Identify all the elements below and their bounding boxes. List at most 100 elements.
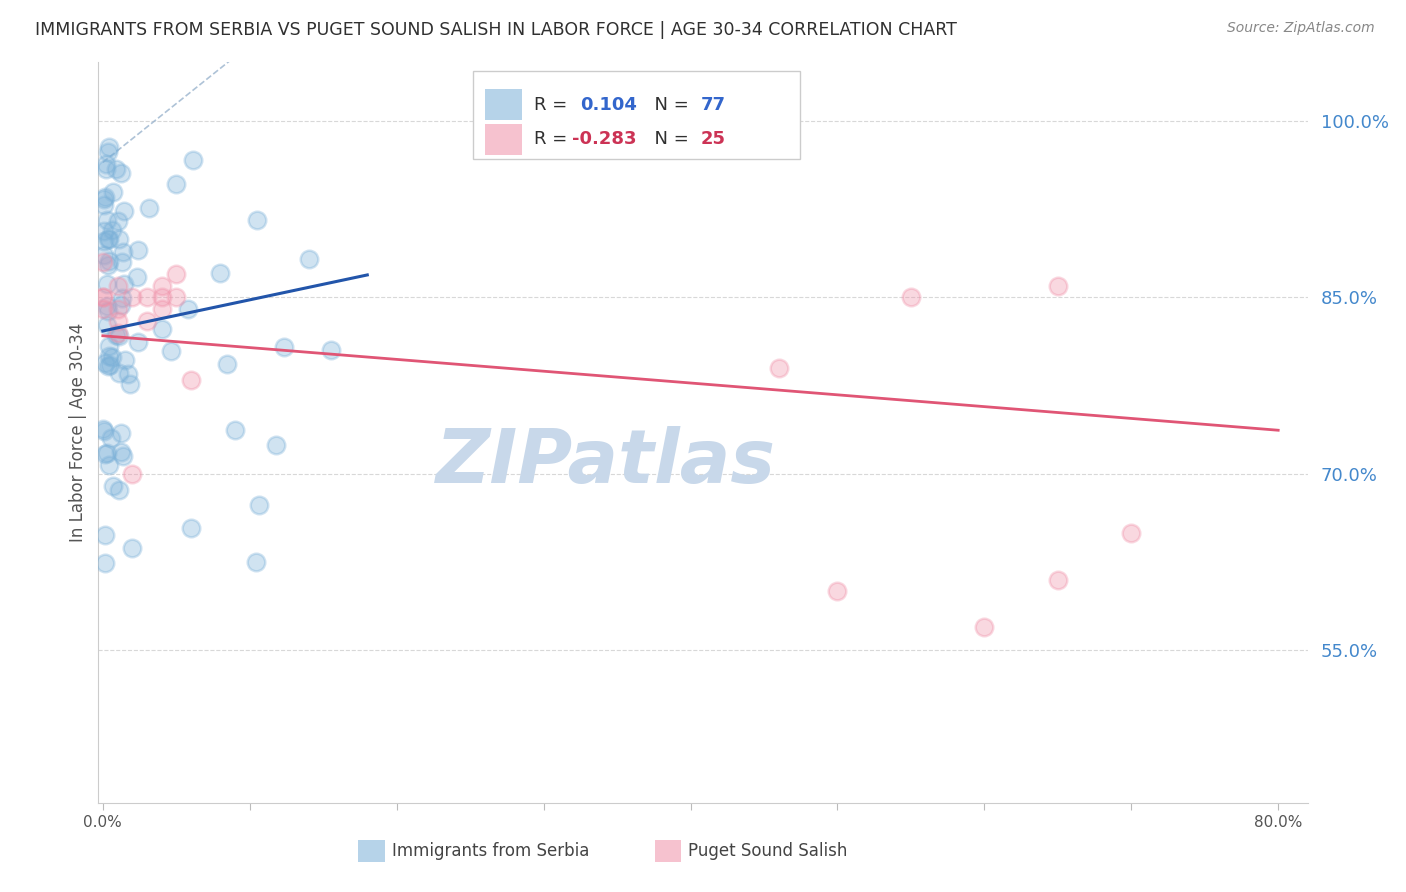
Point (91, 290, 114, 304)
Point (94, 157, 117, 171)
Point (208, 266, 231, 280)
Text: N =: N = (643, 130, 695, 148)
Point (150, 290, 173, 304)
Point (93, 192, 115, 206)
Point (97, 349, 120, 363)
Point (127, 269, 149, 284)
Point (101, 479, 124, 493)
Point (93, 224, 115, 238)
Point (900, 290, 922, 304)
Text: Puget Sound Salish: Puget Sound Salish (689, 842, 848, 860)
Point (96, 161, 118, 176)
Point (96, 318, 118, 333)
Point (93, 248, 115, 262)
Point (112, 277, 135, 292)
Point (94, 190, 117, 204)
Text: ZIPatlas: ZIPatlas (436, 425, 776, 499)
Point (91, 290, 114, 304)
Point (150, 302, 173, 317)
Point (165, 290, 187, 304)
Point (94, 356, 117, 370)
Point (973, 619, 995, 633)
Point (117, 367, 139, 381)
Point (110, 426, 132, 441)
Text: Source: ZipAtlas.com: Source: ZipAtlas.com (1227, 21, 1375, 36)
Text: N =: N = (643, 95, 695, 113)
Point (135, 290, 157, 304)
Point (112, 450, 135, 464)
Bar (655, 840, 682, 862)
Point (96, 446, 118, 460)
Point (97, 232, 120, 246)
Point (97, 304, 120, 318)
Point (165, 267, 187, 281)
Text: R =: R = (534, 130, 572, 148)
Point (1046, 278, 1069, 293)
Point (138, 202, 160, 216)
Point (121, 290, 143, 304)
Point (97, 458, 120, 472)
Point (183, 153, 205, 168)
Point (93, 447, 115, 461)
Point (224, 423, 246, 437)
Point (180, 373, 202, 387)
Point (93, 424, 115, 438)
Point (111, 244, 134, 259)
Point (246, 212, 269, 227)
Point (93, 198, 115, 212)
Point (245, 555, 267, 569)
Point (98, 359, 121, 373)
Point (107, 278, 129, 293)
Point (93, 234, 115, 248)
Point (247, 498, 270, 512)
Point (110, 166, 132, 180)
Point (97, 359, 120, 373)
Point (160, 343, 183, 358)
Point (96, 299, 118, 313)
Point (107, 302, 129, 317)
Point (104, 328, 127, 343)
Point (98, 140, 121, 154)
Text: 0.104: 0.104 (579, 95, 637, 113)
Point (107, 329, 129, 343)
Point (112, 204, 135, 219)
Point (110, 445, 132, 459)
Point (110, 298, 132, 312)
Point (127, 243, 149, 257)
Point (91, 255, 114, 269)
Point (297, 252, 319, 266)
Point (96, 145, 118, 159)
FancyBboxPatch shape (474, 71, 800, 159)
Point (150, 322, 173, 336)
Point (94, 556, 117, 570)
Point (165, 177, 187, 191)
Text: IMMIGRANTS FROM SERBIA VS PUGET SOUND SALISH IN LABOR FORCE | AGE 30-34 CORRELAT: IMMIGRANTS FROM SERBIA VS PUGET SOUND SA… (35, 21, 957, 39)
Point (121, 541, 143, 556)
Point (91, 302, 114, 317)
Point (101, 350, 124, 364)
Point (111, 254, 134, 268)
Point (150, 278, 173, 293)
Point (1046, 573, 1069, 587)
Point (114, 353, 136, 368)
Point (127, 335, 149, 350)
Point (1121, 525, 1143, 540)
Text: -0.283: -0.283 (572, 130, 637, 148)
Point (108, 483, 131, 497)
Text: Immigrants from Serbia: Immigrants from Serbia (392, 842, 589, 860)
Point (97, 254, 120, 268)
Point (97, 232, 120, 246)
Bar (485, 89, 522, 120)
Point (108, 232, 131, 246)
Text: 25: 25 (700, 130, 725, 148)
Point (96, 277, 118, 291)
Point (107, 214, 129, 228)
Point (100, 431, 122, 445)
Point (107, 314, 129, 328)
Point (101, 223, 124, 237)
Point (215, 357, 238, 371)
Point (91, 422, 114, 436)
Text: R =: R = (534, 95, 572, 113)
Point (96, 258, 118, 272)
Point (108, 366, 131, 380)
